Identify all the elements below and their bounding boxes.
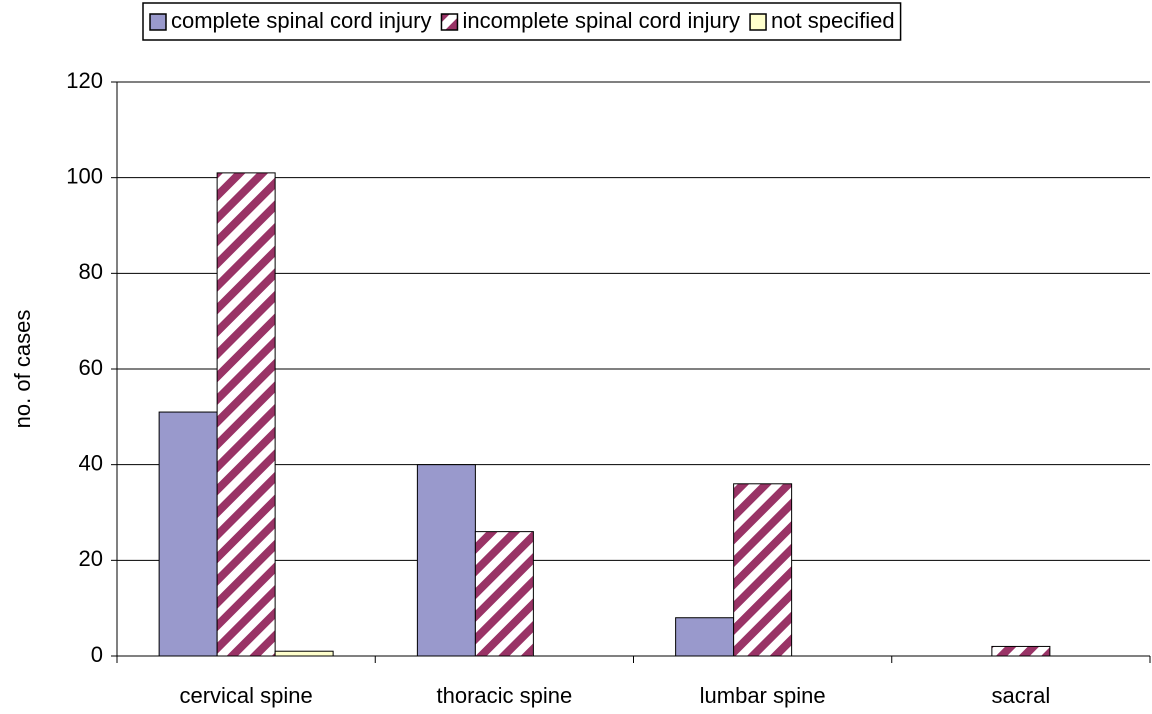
y-tick-label: 60 [79,355,103,380]
y-tick-label: 40 [79,450,103,475]
bar [158,411,218,657]
y-tick-label: 120 [66,68,103,93]
bar [274,650,334,657]
legend-swatch [440,13,459,31]
y-tick-label: 80 [79,259,103,284]
y-tick-label: 20 [79,546,103,571]
legend-label: incomplete spinal cord injury [462,8,740,33]
y-tick-label: 100 [66,163,103,188]
bar [416,464,476,657]
x-tick-label: lumbar spine [700,683,826,708]
y-axis-label: no. of cases [10,310,35,429]
bar [675,617,735,657]
x-tick-label: thoracic spine [437,683,573,708]
legend-swatch [749,13,767,31]
legend-box [142,2,902,41]
x-tick-label: cervical spine [179,683,312,708]
legend: complete spinal cord injury incomplete sp… [142,2,902,41]
bar [216,172,276,657]
bar [991,645,1051,657]
bar [733,483,793,657]
bar [474,531,534,657]
legend-swatch [149,13,167,31]
y-tick-label: 0 [91,642,103,667]
legend-label: complete spinal cord injury [171,8,431,33]
legend-label: not specified [771,8,895,33]
x-tick-label: sacral [992,683,1051,708]
